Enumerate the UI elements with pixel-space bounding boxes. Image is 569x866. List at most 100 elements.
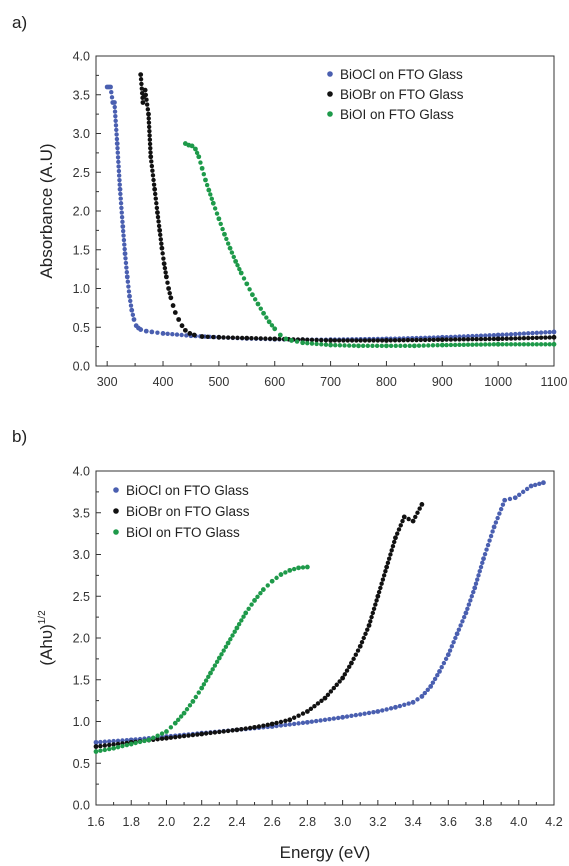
data-point xyxy=(122,251,128,257)
data-point xyxy=(159,731,165,736)
data-point xyxy=(483,336,488,342)
data-point xyxy=(252,724,257,730)
data-point xyxy=(209,196,214,202)
data-point xyxy=(538,335,544,340)
data-point xyxy=(210,667,215,672)
data-point xyxy=(471,589,476,595)
data-point xyxy=(265,583,270,588)
data-point xyxy=(425,687,430,692)
data-point xyxy=(474,342,479,347)
data-point xyxy=(120,743,125,749)
data-point xyxy=(353,652,359,657)
data-point xyxy=(478,336,484,342)
data-point xyxy=(484,547,489,552)
data-point xyxy=(114,141,120,146)
data-point xyxy=(126,289,132,294)
data-point xyxy=(272,326,278,332)
data-point xyxy=(413,514,418,520)
data-point xyxy=(151,735,156,740)
data-point xyxy=(480,560,485,566)
data-point xyxy=(111,745,117,751)
data-point xyxy=(143,328,149,334)
data-point xyxy=(513,331,518,337)
data-point xyxy=(451,639,456,645)
data-point xyxy=(368,619,373,624)
x-tick-label: 300 xyxy=(97,375,118,389)
data-point xyxy=(212,730,218,735)
data-point xyxy=(199,685,205,691)
data-point xyxy=(231,254,236,260)
data-point xyxy=(322,695,328,701)
data-point xyxy=(124,265,129,270)
data-point xyxy=(139,81,144,87)
data-point xyxy=(170,332,175,337)
data-point xyxy=(182,327,188,333)
data-point xyxy=(258,336,263,341)
data-point xyxy=(398,523,403,528)
data-point xyxy=(116,164,121,169)
data-point xyxy=(500,332,505,337)
data-point xyxy=(386,556,392,561)
data-point xyxy=(158,237,163,242)
data-point xyxy=(123,256,128,261)
data-point xyxy=(130,312,136,318)
data-point xyxy=(534,342,540,347)
data-point xyxy=(465,337,471,342)
legend-marker xyxy=(113,529,119,535)
data-point xyxy=(478,342,484,347)
data-point xyxy=(504,336,509,341)
y-tick-label: 2.0 xyxy=(73,205,90,219)
data-point xyxy=(239,335,245,341)
data-point xyxy=(236,622,242,627)
data-point xyxy=(418,337,424,343)
data-point xyxy=(379,343,384,349)
y-tick-label: 1.0 xyxy=(73,715,90,729)
data-point xyxy=(490,529,495,534)
data-point xyxy=(274,723,279,729)
data-point xyxy=(216,334,222,340)
data-point xyxy=(193,694,199,700)
data-point xyxy=(208,730,213,736)
data-point xyxy=(314,341,319,347)
data-point xyxy=(517,331,522,337)
data-point xyxy=(249,336,254,341)
x-tick-label: 4.0 xyxy=(510,815,527,829)
data-point xyxy=(256,724,262,729)
data-point xyxy=(93,739,99,745)
data-point xyxy=(478,333,484,338)
data-point xyxy=(452,342,458,348)
data-point xyxy=(395,531,400,536)
data-point xyxy=(397,338,402,343)
data-point xyxy=(491,336,497,342)
y-tick-label: 3.0 xyxy=(73,127,90,141)
data-point xyxy=(388,706,394,711)
data-point xyxy=(487,342,492,347)
data-point xyxy=(327,717,332,722)
y-tick-label: 3.5 xyxy=(73,88,90,102)
data-point xyxy=(221,648,226,653)
data-point xyxy=(164,729,169,734)
data-point xyxy=(305,340,310,346)
data-point xyxy=(102,739,108,744)
data-point xyxy=(363,631,368,637)
data-point xyxy=(233,258,239,264)
series-bioi xyxy=(93,564,310,754)
data-point xyxy=(393,343,398,349)
data-point xyxy=(435,672,440,678)
data-point xyxy=(157,227,163,233)
data-point xyxy=(190,732,196,738)
data-point xyxy=(153,191,158,197)
data-point xyxy=(465,334,471,339)
data-point xyxy=(219,652,224,657)
data-point xyxy=(375,593,381,599)
x-tick-label: 3.2 xyxy=(369,815,386,829)
data-point xyxy=(347,343,352,348)
data-point xyxy=(487,333,492,338)
data-point xyxy=(289,338,294,343)
data-point xyxy=(291,715,297,720)
data-point xyxy=(415,697,420,702)
data-point xyxy=(131,317,137,322)
panel-label: a) xyxy=(12,13,27,32)
data-point xyxy=(125,279,131,284)
data-point xyxy=(481,556,486,562)
